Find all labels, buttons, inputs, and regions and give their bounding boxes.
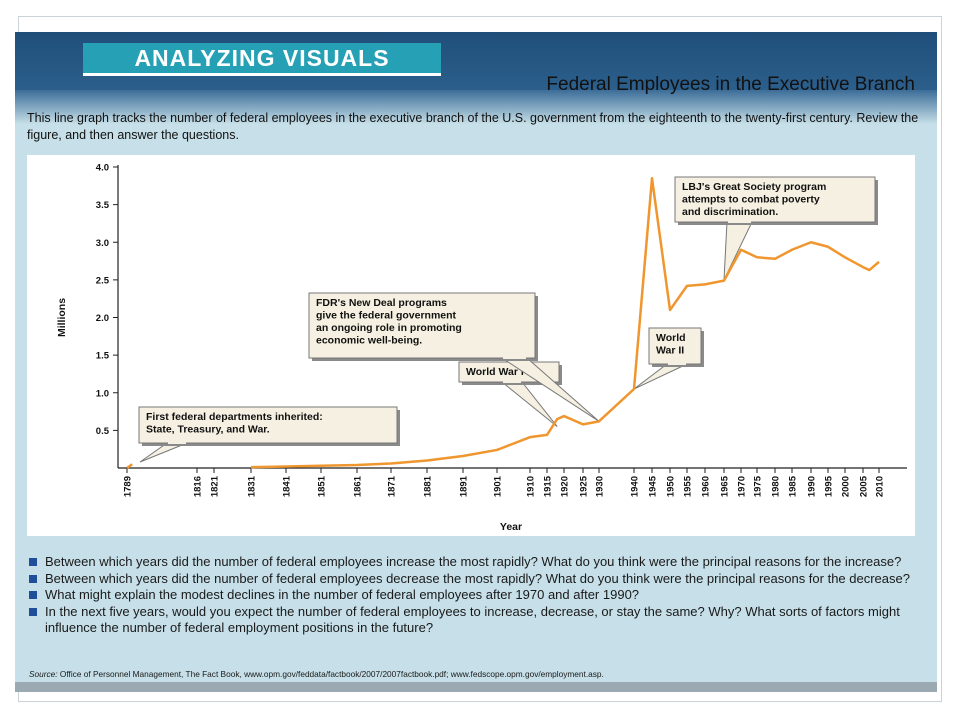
- question-text: Between which years did the number of fe…: [45, 554, 902, 569]
- question-text: Between which years did the number of fe…: [45, 570, 910, 586]
- header-gradient: [15, 90, 937, 124]
- banner-underline: [83, 73, 441, 76]
- x-tick-label: 1841: [282, 475, 293, 497]
- x-tick-label: 1851: [317, 475, 328, 497]
- chart-panel: 0.5 1.0 1.5 2.0 2.5 3.0 3.5 4.0 1789 1816 1821 1831…: [27, 155, 915, 536]
- callout-box: [674, 176, 876, 223]
- source-note: Source: Office of Personnel Management, …: [29, 669, 919, 679]
- callout-text: give the federal government: [316, 310, 457, 322]
- series-line-early: [126, 463, 133, 470]
- y-tick-label: 0.5: [96, 426, 110, 437]
- x-tick-label: 2000: [841, 476, 852, 497]
- x-tick-label: 1816: [193, 476, 204, 497]
- y-axis-title: Millions: [56, 298, 68, 337]
- y-tick-label: 3.0: [96, 238, 109, 249]
- x-tick-label: 1910: [526, 476, 537, 497]
- y-tick-label: 2.0: [96, 313, 109, 324]
- x-tick-label: 1965: [720, 475, 731, 497]
- callout-text: State, Treasury, and War.: [146, 424, 270, 436]
- x-tick-label: 1970: [737, 476, 748, 497]
- page: ANALYZING VISUALS Federal Employees in t…: [15, 32, 937, 692]
- x-tick-label: 1881: [423, 475, 434, 497]
- callout-text: attempts to combat poverty: [682, 194, 820, 206]
- square-bullet-icon: [29, 574, 37, 583]
- callout-box: [308, 292, 536, 359]
- square-bullet-icon: [29, 591, 37, 599]
- callout-text: economic well-being.: [316, 335, 422, 347]
- source-label: Source:: [29, 669, 58, 679]
- x-tick-label: 1930: [595, 476, 606, 497]
- callout-text: FDR's New Deal programs: [316, 297, 447, 309]
- x-tick-label: 1945: [648, 475, 659, 497]
- callout-text: World: [656, 332, 686, 344]
- square-bullet-icon: [29, 558, 37, 566]
- x-tick-label: 1985: [788, 475, 799, 497]
- callout-box: [138, 406, 398, 444]
- question-item: Between which years did the number of fe…: [29, 554, 919, 571]
- callout-text: LBJ's Great Society program: [682, 181, 826, 193]
- question-text: In the next five years, would you expect…: [45, 603, 900, 636]
- bottom-bar: [15, 682, 937, 692]
- y-tick-label: 3.5: [96, 200, 110, 211]
- x-tick-label: 1980: [771, 476, 782, 497]
- question-item: In the next five years, would you expect…: [29, 604, 919, 637]
- callout-text: World War I: [466, 366, 524, 378]
- x-tick-label: 1920: [560, 476, 571, 497]
- y-tick-label: 1.5: [96, 351, 110, 362]
- callout-text: an ongoing role in promoting: [316, 322, 462, 334]
- x-tick-label: 1901: [493, 475, 504, 497]
- x-tick-label: 1861: [353, 475, 364, 497]
- question-item: Between which years did the number of fe…: [29, 571, 919, 588]
- x-tick-label: 1950: [666, 476, 677, 497]
- x-tick-label: 1960: [701, 476, 712, 497]
- x-tick-label: 1871: [387, 475, 398, 497]
- intro-text: This line graph tracks the number of fed…: [27, 111, 919, 142]
- x-tick-label: 1990: [807, 476, 818, 497]
- callout-text: First federal departments inherited:: [146, 411, 323, 423]
- callout-text: and discrimination.: [682, 206, 778, 218]
- x-tick-label: 1995: [824, 475, 835, 497]
- question-text: What might explain the modest declines i…: [45, 587, 640, 602]
- x-tick-label: 1975: [753, 475, 764, 497]
- callout-pointer: [633, 363, 688, 390]
- square-bullet-icon: [29, 607, 37, 616]
- x-tick-label: 1915: [543, 475, 554, 497]
- x-tick-label: 2005: [859, 475, 870, 497]
- y-tick-label: 2.5: [96, 275, 110, 286]
- callout-box: [648, 327, 702, 365]
- x-tick-label: 1831: [247, 475, 258, 497]
- x-axis-title: Year: [500, 521, 522, 533]
- x-tick-label: 2010: [875, 476, 886, 497]
- question-item: What might explain the modest declines i…: [29, 587, 919, 604]
- callout-text: War II: [656, 345, 684, 357]
- x-tick-label: 1821: [210, 475, 221, 497]
- x-tick-label: 1940: [630, 476, 641, 497]
- x-tick-label: 1891: [459, 475, 470, 497]
- y-tick-label: 4.0: [96, 163, 109, 174]
- x-tick-label: 1789: [123, 476, 134, 497]
- x-tick-label: 1955: [683, 475, 694, 497]
- series-line: [250, 177, 880, 469]
- x-tick-label: 1925: [579, 475, 590, 497]
- chart-title: Federal Employees in the Executive Branc…: [546, 74, 915, 95]
- line-chart: 0.5 1.0 1.5 2.0 2.5 3.0 3.5 4.0 1789 1816 1821 1831…: [56, 163, 907, 533]
- source-text: Office of Personnel Management, The Fact…: [59, 669, 604, 679]
- question-list: Between which years did the number of fe…: [29, 554, 919, 637]
- banner-title: ANALYZING VISUALS: [83, 43, 441, 73]
- y-tick-label: 1.0: [96, 388, 109, 399]
